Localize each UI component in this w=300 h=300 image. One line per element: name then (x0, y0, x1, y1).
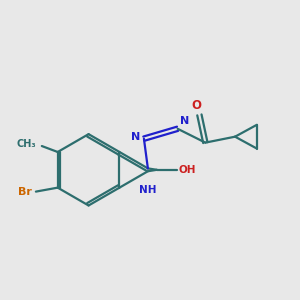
Text: Br: Br (18, 187, 32, 196)
Text: NH: NH (139, 185, 157, 195)
Text: O: O (191, 99, 201, 112)
Text: CH₃: CH₃ (16, 139, 36, 149)
Text: N: N (131, 133, 140, 142)
Text: N: N (180, 116, 189, 126)
Text: OH: OH (178, 165, 196, 175)
